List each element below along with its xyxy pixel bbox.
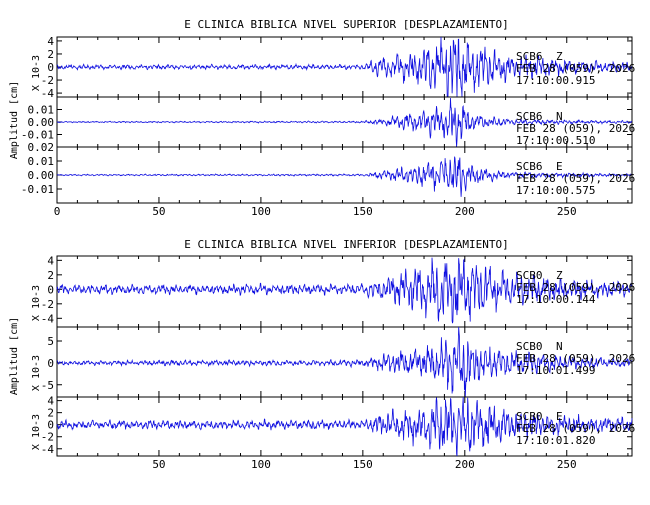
trace-date: FEB 28 (059), 2026 xyxy=(516,62,635,75)
trace-date: FEB 28 (059), 2026 xyxy=(516,281,635,294)
y-tick-label: 0.00 xyxy=(28,169,55,182)
station-label: SCB6 xyxy=(516,110,543,123)
x-tick-label: 250 xyxy=(557,458,577,471)
waveform-trace xyxy=(56,36,633,98)
chart-title: E CLINICA BIBLICA NIVEL INFERIOR [DESPLA… xyxy=(184,238,509,251)
trace-panel-frame xyxy=(56,396,633,457)
y-tick-label: -0.01 xyxy=(21,183,54,196)
y-tick-label: -2 xyxy=(41,298,54,311)
scale-factor-label: X 10-3 xyxy=(31,355,42,391)
station-label: SCB0 xyxy=(516,410,543,423)
y-tick-label: 0.00 xyxy=(28,116,55,129)
trace-date: FEB 28 (059), 2026 xyxy=(516,352,635,365)
y-tick-label: -2 xyxy=(41,74,54,87)
y-tick-label: -4 xyxy=(41,87,55,100)
x-tick-label: 50 xyxy=(152,205,165,218)
y-tick-label: 0.01 xyxy=(28,104,55,117)
chart-title: E CLINICA BIBLICA NIVEL SUPERIOR [DESPLA… xyxy=(184,18,509,31)
scale-factor-label: X 10-3 xyxy=(31,55,42,91)
y-tick-label: -0.01 xyxy=(21,129,54,142)
y-tick-label: -4 xyxy=(41,443,55,456)
y-tick-label: 4 xyxy=(47,254,54,267)
x-tick-label: 150 xyxy=(353,458,373,471)
waveform-trace xyxy=(56,97,633,148)
y-tick-label: -5 xyxy=(41,379,54,392)
y-tick-label: 0 xyxy=(47,357,54,370)
y-tick-label: 0.01 xyxy=(28,155,55,168)
y-axis-label: Amplitud [cm] xyxy=(9,81,20,159)
y-tick-label: 0 xyxy=(47,419,54,432)
x-tick-label: 150 xyxy=(353,205,373,218)
component-label: N xyxy=(556,110,563,123)
y-axis-label: Amplitud [cm] xyxy=(9,317,20,395)
x-tick-label: 100 xyxy=(251,458,271,471)
station-label: SCB6 xyxy=(516,50,543,63)
x-tick-label: 50 xyxy=(152,458,165,471)
component-label: Z xyxy=(556,50,563,63)
y-tick-label: -2 xyxy=(41,431,54,444)
waveform-trace xyxy=(56,156,633,197)
scale-factor-label: X 10-3 xyxy=(31,285,42,321)
trace-time: 17:10:00.144 xyxy=(516,293,596,306)
trace-time: 17:10:01.499 xyxy=(516,364,595,377)
trace-date: FEB 28 (059), 2026 xyxy=(516,172,635,185)
x-tick-label: 200 xyxy=(455,205,475,218)
component-label: E xyxy=(556,410,563,423)
y-tick-label: 4 xyxy=(47,35,54,48)
y-tick-label: 2 xyxy=(47,48,54,61)
station-label: SCB0 xyxy=(516,340,543,353)
station-label: SCB0 xyxy=(516,269,543,282)
component-label: Z xyxy=(556,269,563,282)
y-tick-label: 0 xyxy=(47,61,54,74)
waveform-trace xyxy=(56,257,633,324)
waveform-trace xyxy=(56,326,633,398)
trace-date: FEB 28 (059), 2026 xyxy=(516,122,635,135)
x-tick-label: 200 xyxy=(455,458,475,471)
y-tick-label: 2 xyxy=(47,407,54,420)
waveform-trace xyxy=(56,396,633,457)
trace-time: 17:10:00.915 xyxy=(516,74,595,87)
trace-date: FEB 28 (059), 2026 xyxy=(516,422,635,435)
station-label: SCB6 xyxy=(516,160,543,173)
component-label: E xyxy=(556,160,563,173)
y-tick-label: 4 xyxy=(47,395,54,408)
y-tick-label: 2 xyxy=(47,269,54,282)
component-label: N xyxy=(556,340,563,353)
y-tick-label: 0.02 xyxy=(28,141,55,154)
y-tick-label: -4 xyxy=(41,312,55,325)
y-tick-label: 5 xyxy=(47,335,54,348)
y-tick-label: 0 xyxy=(47,283,54,296)
trace-time: 17:10:00.575 xyxy=(516,184,595,197)
x-tick-label: 250 xyxy=(557,205,577,218)
x-tick-label: 100 xyxy=(251,205,271,218)
trace-time: 17:10:01.820 xyxy=(516,434,595,447)
x-tick-label: 0 xyxy=(54,205,61,218)
scale-factor-label: X 10-3 xyxy=(31,414,42,450)
trace-time: 17:10:00.510 xyxy=(516,134,595,147)
